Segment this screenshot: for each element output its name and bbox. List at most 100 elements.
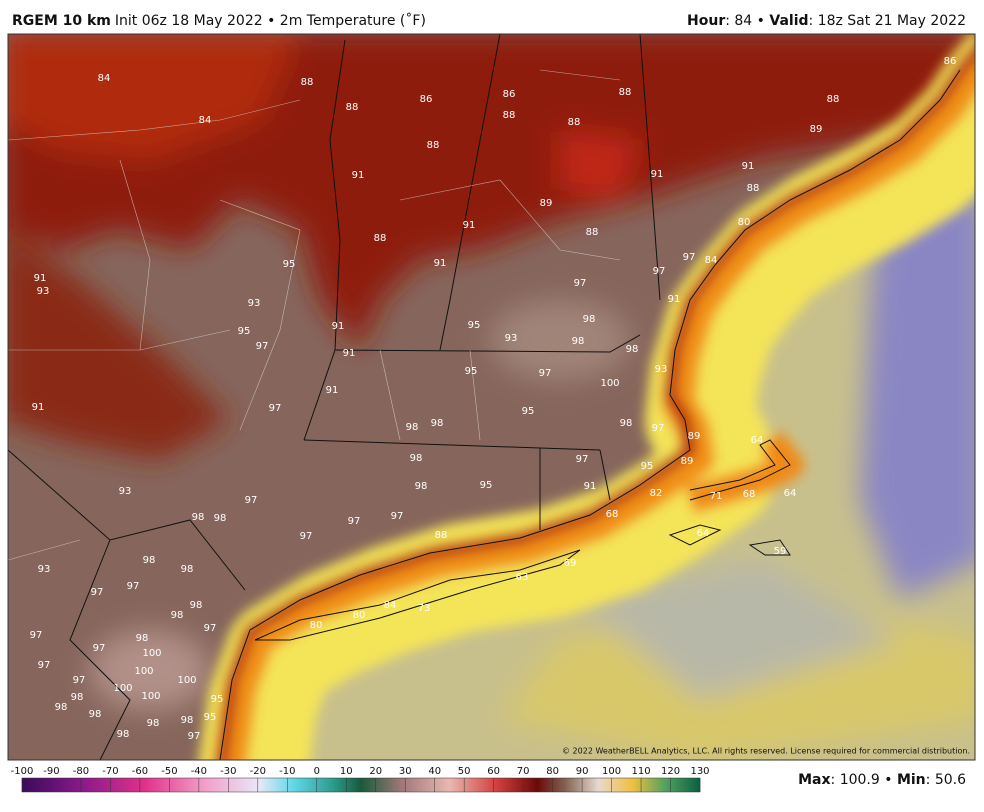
temp-label: 97 [269,403,282,414]
temp-label: 98 [171,610,184,621]
temp-label: 98 [406,422,419,433]
temp-label: 98 [136,633,149,644]
temp-label: 91 [651,169,664,180]
temp-label: 97 [93,643,106,654]
temp-label: 88 [827,94,840,105]
colorbar-ticks: -100 -90 -80 -70 -60 -50 -40 -30 -20 -10 0 10 20 30 40… [11,766,710,792]
temp-label: 73 [418,603,431,614]
temp-label: 97 [652,423,665,434]
colorbar-tick-label: -80 [73,766,89,777]
temp-label: 88 [427,140,440,151]
temp-label: 95 [204,712,217,723]
temp-label: 98 [626,344,639,355]
colorbar-tick-label: 30 [399,766,412,777]
colorbar-tick-label: -100 [11,766,34,777]
temp-label: 98 [583,314,596,325]
valid-parts: Hour: 84 • Valid: 18z Sat 21 May 2022 [687,13,966,29]
colorbar-tick-label: 0 [314,766,320,777]
temp-label: 86 [420,94,433,105]
colorbar-tick-label: 80 [546,766,559,777]
temp-label: 97 [73,675,86,686]
temp-label: 98 [143,555,156,566]
temp-label: 91 [32,402,45,413]
temp-label: 71 [710,491,723,502]
temp-label: 97 [245,495,258,506]
temp-label: 98 [192,512,205,523]
temp-label: 97 [576,454,589,465]
temp-label: 80 [353,610,366,621]
temp-label: 97 [91,587,104,598]
max-key: Max [798,772,830,788]
temp-label: 95 [641,461,654,472]
temp-label: 89 [810,124,823,135]
copyright: © 2022 WeatherBELL Analytics, LLC. All r… [562,747,970,756]
colorbar-tick-label: 100 [602,766,621,777]
county-lines [8,69,621,561]
temp-label: 88 [374,233,387,244]
temp-label: 91 [332,321,345,332]
temp-label: 95 [283,259,296,270]
temp-label: 68 [743,489,756,500]
temp-label: 95 [238,326,251,337]
heat-field [8,34,975,710]
hour-val: : 84 • [725,13,769,29]
temp-label: 97 [574,278,587,289]
temp-label: 98 [181,564,194,575]
temp-label: 91 [742,161,755,172]
temp-label: 98 [71,692,84,703]
temp-label: 95 [522,406,535,417]
colorbar-tick-label: 40 [428,766,441,777]
temp-label: 97 [30,630,43,641]
temp-label: 84 [705,255,718,266]
temp-label: 97 [38,660,51,671]
temperature-labels: 84 84 88 88 86 86 88 88 88 86 88 89 88 91 91 91 88 89 88 91… [30,56,957,742]
temp-label: 97 [539,368,552,379]
temp-label: 95 [465,366,478,377]
temp-label: 64 [697,528,710,539]
temp-label: 63 [516,572,529,583]
temp-label: 98 [410,453,423,464]
temp-label: 100 [177,675,196,686]
temp-label: 98 [55,702,68,713]
temp-label: 88 [747,183,760,194]
temp-label: 88 [435,530,448,541]
temp-label: 100 [141,691,160,702]
temp-label: 82 [650,488,663,499]
temp-label: 88 [568,117,581,128]
temp-label: 91 [463,220,476,231]
temp-label: 97 [256,341,269,352]
title-parts: RGEM 10 km Init 06z 18 May 2022 • 2m Temp… [12,12,426,29]
colorbar-tick-label: -10 [279,766,295,777]
temp-label: 95 [211,694,224,705]
temp-label: 95 [468,320,481,331]
maxmin: Max: 100.9 • Min: 50.6 [798,772,966,788]
temp-label: 97 [204,623,217,634]
min-key: Min [897,772,926,788]
temp-label: 98 [431,418,444,429]
temp-label: 59 [774,546,787,557]
temp-label: 89 [681,456,694,467]
temp-label: 93 [505,333,518,344]
valid-val: : 18z Sat 21 May 2022 [809,13,966,29]
temp-label: 84 [199,115,212,126]
temp-label: 97 [300,531,313,542]
colorbar-tick-label: -60 [132,766,148,777]
temp-label: 88 [503,110,516,121]
colorbar-tick-label: -30 [220,766,236,777]
colorbar [21,777,701,793]
state-borders [8,34,661,760]
temp-label: 98 [190,600,203,611]
temp-label: 86 [944,56,957,67]
colorbar-tick-label: -90 [43,766,59,777]
temp-label: 98 [89,709,102,720]
temp-label: 97 [391,511,404,522]
temp-label: 97 [683,252,696,263]
temp-label: 91 [352,170,365,181]
temp-label: 98 [415,481,428,492]
colorbar-tick-label: -70 [102,766,118,777]
map: 84 84 88 88 86 86 88 88 88 86 88 89 88 91 91 91 88 89 88 91… [8,34,975,760]
valid-key: Valid [769,13,808,29]
colorbar-tick-label: 110 [631,766,650,777]
colorbar-tick-label: 70 [517,766,530,777]
temp-label: 100 [134,666,153,677]
